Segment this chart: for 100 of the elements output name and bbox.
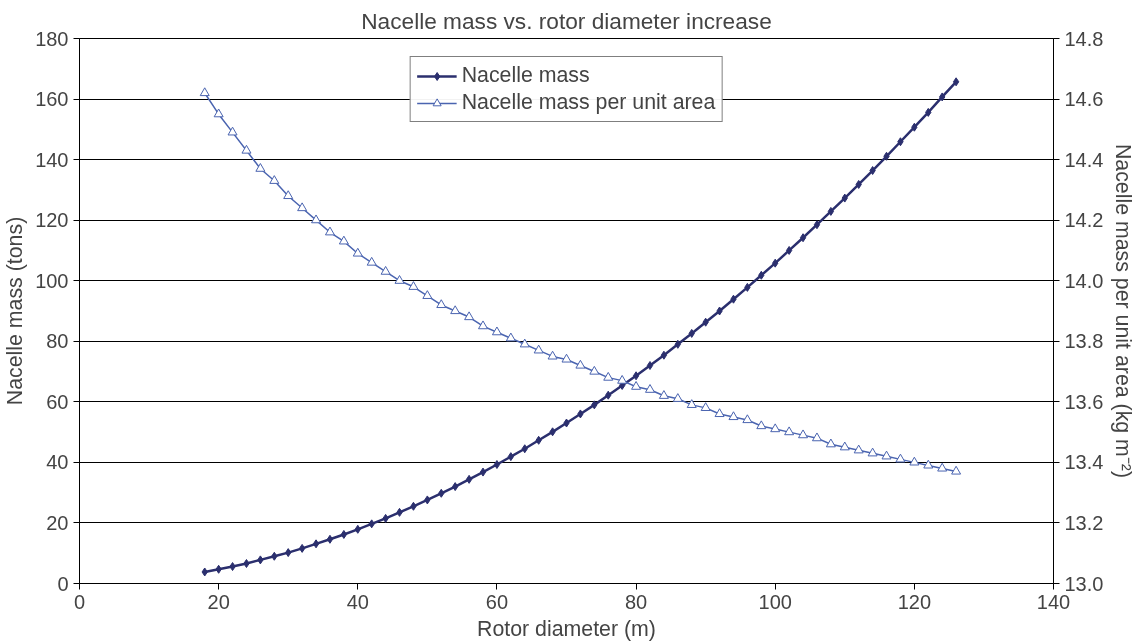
- point: [382, 513, 389, 523]
- point: [770, 423, 781, 433]
- y2-tick-label: 13.8: [1064, 330, 1104, 353]
- point: [925, 107, 932, 117]
- point: [589, 365, 600, 375]
- point: [396, 507, 403, 517]
- point: [452, 482, 459, 492]
- y-tick-label: 80: [46, 330, 69, 353]
- point: [340, 529, 348, 539]
- point: [756, 420, 767, 430]
- y-tick-label: 160: [35, 88, 69, 111]
- point: [632, 371, 640, 381]
- point: [491, 326, 502, 336]
- point: [521, 444, 528, 454]
- point: [408, 281, 419, 290]
- point: [772, 258, 779, 268]
- point: [855, 179, 862, 189]
- point: [297, 202, 308, 212]
- point: [199, 87, 210, 97]
- point: [841, 193, 848, 203]
- point: [561, 353, 572, 363]
- point: [255, 163, 266, 172]
- point: [869, 166, 876, 176]
- point: [881, 450, 892, 460]
- point: [422, 290, 433, 299]
- point: [744, 282, 751, 292]
- point: [658, 390, 669, 399]
- point: [911, 122, 918, 132]
- point: [298, 543, 306, 553]
- point: [535, 435, 542, 445]
- point: [547, 350, 558, 360]
- point: [243, 559, 250, 569]
- point: [424, 495, 431, 505]
- point: [688, 328, 695, 338]
- y-tick-label: 0: [57, 572, 69, 595]
- y2-tick-label: 14.2: [1064, 209, 1104, 232]
- point: [591, 400, 598, 410]
- point: [867, 447, 878, 457]
- point: [229, 562, 236, 572]
- point: [394, 275, 405, 284]
- y-tick-label: 40: [46, 451, 69, 474]
- point: [660, 350, 668, 360]
- point: [714, 408, 725, 418]
- point: [897, 137, 904, 147]
- point: [464, 311, 475, 321]
- point: [368, 519, 375, 529]
- y-axis-title: Nacelle mass (tons): [3, 216, 28, 406]
- point: [672, 393, 683, 402]
- y-tick-label: 180: [35, 27, 69, 50]
- point: [883, 151, 890, 161]
- point: [839, 441, 850, 451]
- point: [338, 235, 349, 245]
- point: [646, 361, 654, 370]
- y2-tick-label: 13.2: [1064, 511, 1104, 534]
- point: [549, 427, 556, 437]
- chart-title: Nacelle mass vs. rotor diameter increase: [361, 7, 772, 34]
- x-tick-label: 100: [758, 590, 792, 613]
- point: [380, 265, 391, 275]
- y2-tick-label: 14.8: [1064, 27, 1104, 50]
- point: [605, 390, 612, 400]
- point: [825, 438, 836, 448]
- point: [785, 245, 793, 255]
- point: [563, 418, 570, 428]
- point: [213, 108, 224, 118]
- x-axis-title: Rotor diameter (m): [477, 616, 656, 641]
- point: [617, 374, 628, 384]
- y-tick-label: 20: [46, 511, 69, 534]
- point: [813, 220, 821, 230]
- point: [575, 359, 586, 369]
- point: [241, 144, 252, 154]
- legend-label: Nacelle mass per unit area: [461, 90, 716, 115]
- y2-tick-label: 14.4: [1064, 148, 1104, 171]
- point: [215, 564, 222, 574]
- point: [479, 467, 487, 477]
- point: [939, 92, 946, 102]
- point: [285, 548, 292, 558]
- y-tick-label: 100: [35, 269, 69, 292]
- point: [436, 299, 447, 309]
- point: [201, 567, 208, 577]
- legend-label: Nacelle mass: [461, 63, 590, 88]
- point: [450, 305, 461, 315]
- y-tick-label: 60: [46, 390, 69, 413]
- point: [742, 414, 753, 424]
- point: [519, 338, 530, 348]
- point: [366, 256, 377, 266]
- x-tick-label: 60: [485, 590, 509, 613]
- x-tick-label: 40: [346, 590, 369, 613]
- point: [507, 452, 515, 462]
- point: [716, 306, 723, 316]
- point: [686, 399, 697, 408]
- y2-tick-label: 14.6: [1064, 88, 1104, 111]
- x-tick-label: 20: [207, 590, 230, 613]
- point: [923, 459, 934, 469]
- point: [951, 465, 962, 475]
- point: [702, 317, 709, 327]
- point: [827, 206, 835, 216]
- x-tick-label: 0: [73, 590, 86, 613]
- point: [853, 444, 864, 454]
- y-tick-label: 120: [35, 209, 69, 232]
- point: [493, 460, 501, 470]
